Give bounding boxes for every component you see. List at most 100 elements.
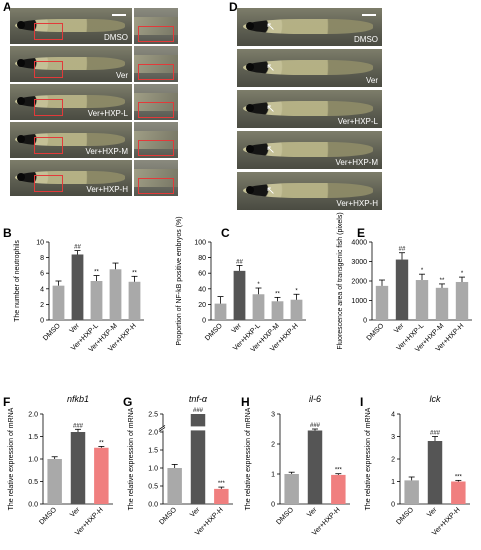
x-tick-label: DMSO	[42, 322, 62, 342]
white-arrow-icon: ↖	[266, 185, 276, 198]
axis-break-slash	[158, 427, 166, 432]
significance-mark: ***	[335, 468, 343, 474]
y-tick-label: 1000	[351, 298, 367, 305]
significance-mark: ###	[430, 431, 441, 437]
bar-ver-hxp-h	[331, 474, 346, 504]
zebrafish-larva	[14, 132, 125, 147]
panel-letter-i: I	[360, 395, 364, 409]
significance-mark: *	[421, 268, 424, 274]
bar-ver-hxp-l	[415, 280, 429, 320]
bar-dmso	[375, 285, 389, 320]
significance-mark: ##	[74, 245, 81, 251]
zebrafish-larva	[14, 18, 125, 33]
zebrafish-larva	[242, 142, 374, 157]
bar-ver-hxp-h	[290, 299, 303, 320]
chart-title: il-6	[309, 394, 321, 404]
axis-break-gap	[189, 426, 207, 431]
region-of-interest-box	[34, 61, 64, 78]
panel-a-tile-4: Ver+HXP-M	[10, 122, 132, 158]
y-tick-label: 2.0	[28, 412, 38, 419]
y-tick-label: 0.0	[148, 502, 158, 509]
y-tick-label: 3	[391, 434, 395, 441]
y-axis-label: Fluorescence area of transgenic fish (pi…	[337, 212, 344, 349]
panel-letter-a: A	[3, 0, 12, 14]
tile-label: Ver+HXP-L	[337, 117, 378, 126]
bar-ver	[233, 270, 246, 320]
panel-letter-b: B	[3, 226, 12, 240]
white-arrow-icon: ↖	[266, 144, 276, 157]
y-tick-label: 1.0	[148, 466, 158, 473]
significance-mark: *	[257, 282, 260, 288]
significance-mark: *	[295, 288, 298, 294]
significance-mark: ##	[399, 247, 406, 253]
bar-ver	[70, 432, 86, 504]
panel-a-tile-5: Ver+HXP-H	[10, 160, 132, 196]
bar-ver	[190, 414, 206, 504]
bar-ver	[71, 254, 84, 320]
y-tick-label: 40	[198, 286, 206, 293]
y-axis-label: The relative expression of mRNA	[8, 407, 15, 510]
y-tick-label: 1	[391, 479, 395, 486]
chart-h: il-6 The relative expression of mRNA 0 1 2 3 D…	[245, 394, 350, 537]
panel-a-tile-3: Ver+HXP-L	[10, 84, 132, 120]
panel-a-zoom-tile-4	[134, 122, 178, 158]
panel-letter-e: E	[357, 226, 366, 240]
eye-mark	[245, 144, 255, 154]
eye-mark	[245, 21, 255, 31]
significance-mark: **	[440, 278, 445, 284]
y-tick-label: 4	[391, 412, 395, 419]
significance-mark: ###	[193, 408, 204, 414]
axis-break-slash	[158, 425, 166, 430]
bar-dmso	[284, 474, 299, 504]
y-tick-label: 1	[271, 472, 275, 479]
eye-mark	[245, 185, 255, 195]
panel-d-tile-3: ↖ Ver+HXP-L	[237, 90, 382, 128]
y-tick-label: 4000	[351, 240, 367, 247]
y-tick-label: 0.0	[28, 502, 38, 509]
zoom-roi-box	[138, 178, 174, 195]
chart-b: The number of neutrophils 0 2 4 6 8 10 DMSO ## Ve…	[14, 240, 144, 354]
panel-letter-d: D	[229, 0, 238, 14]
y-tick-label: 0	[363, 318, 367, 325]
panel-d-tile-5: ↖ Ver+HXP-H	[237, 172, 382, 210]
scale-bar	[362, 14, 376, 16]
chart-title: nfkb1	[67, 394, 89, 404]
y-tick-label: 0.5	[28, 479, 38, 486]
panel-d-tile-4: ↖ Ver+HXP-M	[237, 131, 382, 169]
zoom-roi-box	[138, 102, 174, 119]
panel-a-tile-1: DMSO	[10, 8, 132, 44]
panel-a-zoom-tile-5	[134, 160, 178, 196]
bar-ver-hxp-m	[435, 287, 449, 320]
region-of-interest-box	[34, 175, 64, 192]
panel-letter-g: G	[123, 395, 133, 409]
panel-a-zoom-tile-2	[134, 46, 178, 82]
chart-f: nfkb1 The relative expression of mRNA 0.0 0…	[8, 394, 113, 537]
significance-mark: ##	[236, 259, 243, 265]
significance-mark: **	[275, 291, 280, 297]
y-axis-label: Proportion of NF-kB positive embryos (%)	[176, 216, 183, 345]
bar-ver-hxp-l	[252, 294, 265, 320]
significance-mark: ###	[310, 423, 321, 429]
eye-mark	[17, 134, 26, 143]
bar-dmso	[214, 303, 227, 320]
x-tick-label: Ver	[306, 506, 319, 519]
zoom-roi-box	[138, 26, 174, 43]
y-tick-label: 2	[271, 442, 275, 449]
x-tick-label: DMSO	[275, 506, 295, 526]
panel-letter-h: H	[241, 395, 250, 409]
bar-dmso	[52, 285, 65, 320]
significance-mark: **	[132, 270, 137, 276]
y-tick-label: 2000	[351, 279, 367, 286]
bar-ver	[307, 430, 323, 504]
zebrafish-larva	[14, 170, 125, 185]
tile-label: Ver+HXP-H	[86, 185, 128, 194]
y-tick-label: 8	[40, 255, 44, 262]
tile-label: Ver	[115, 71, 128, 80]
y-axis-label: The number of neutrophils	[14, 240, 21, 322]
bar-ver	[395, 259, 409, 320]
bar-ver-hxp-m	[109, 269, 122, 320]
y-tick-label: 6	[40, 271, 44, 278]
bar-ver	[427, 441, 443, 504]
eye-mark	[17, 96, 26, 105]
zebrafish-larva	[14, 56, 125, 71]
